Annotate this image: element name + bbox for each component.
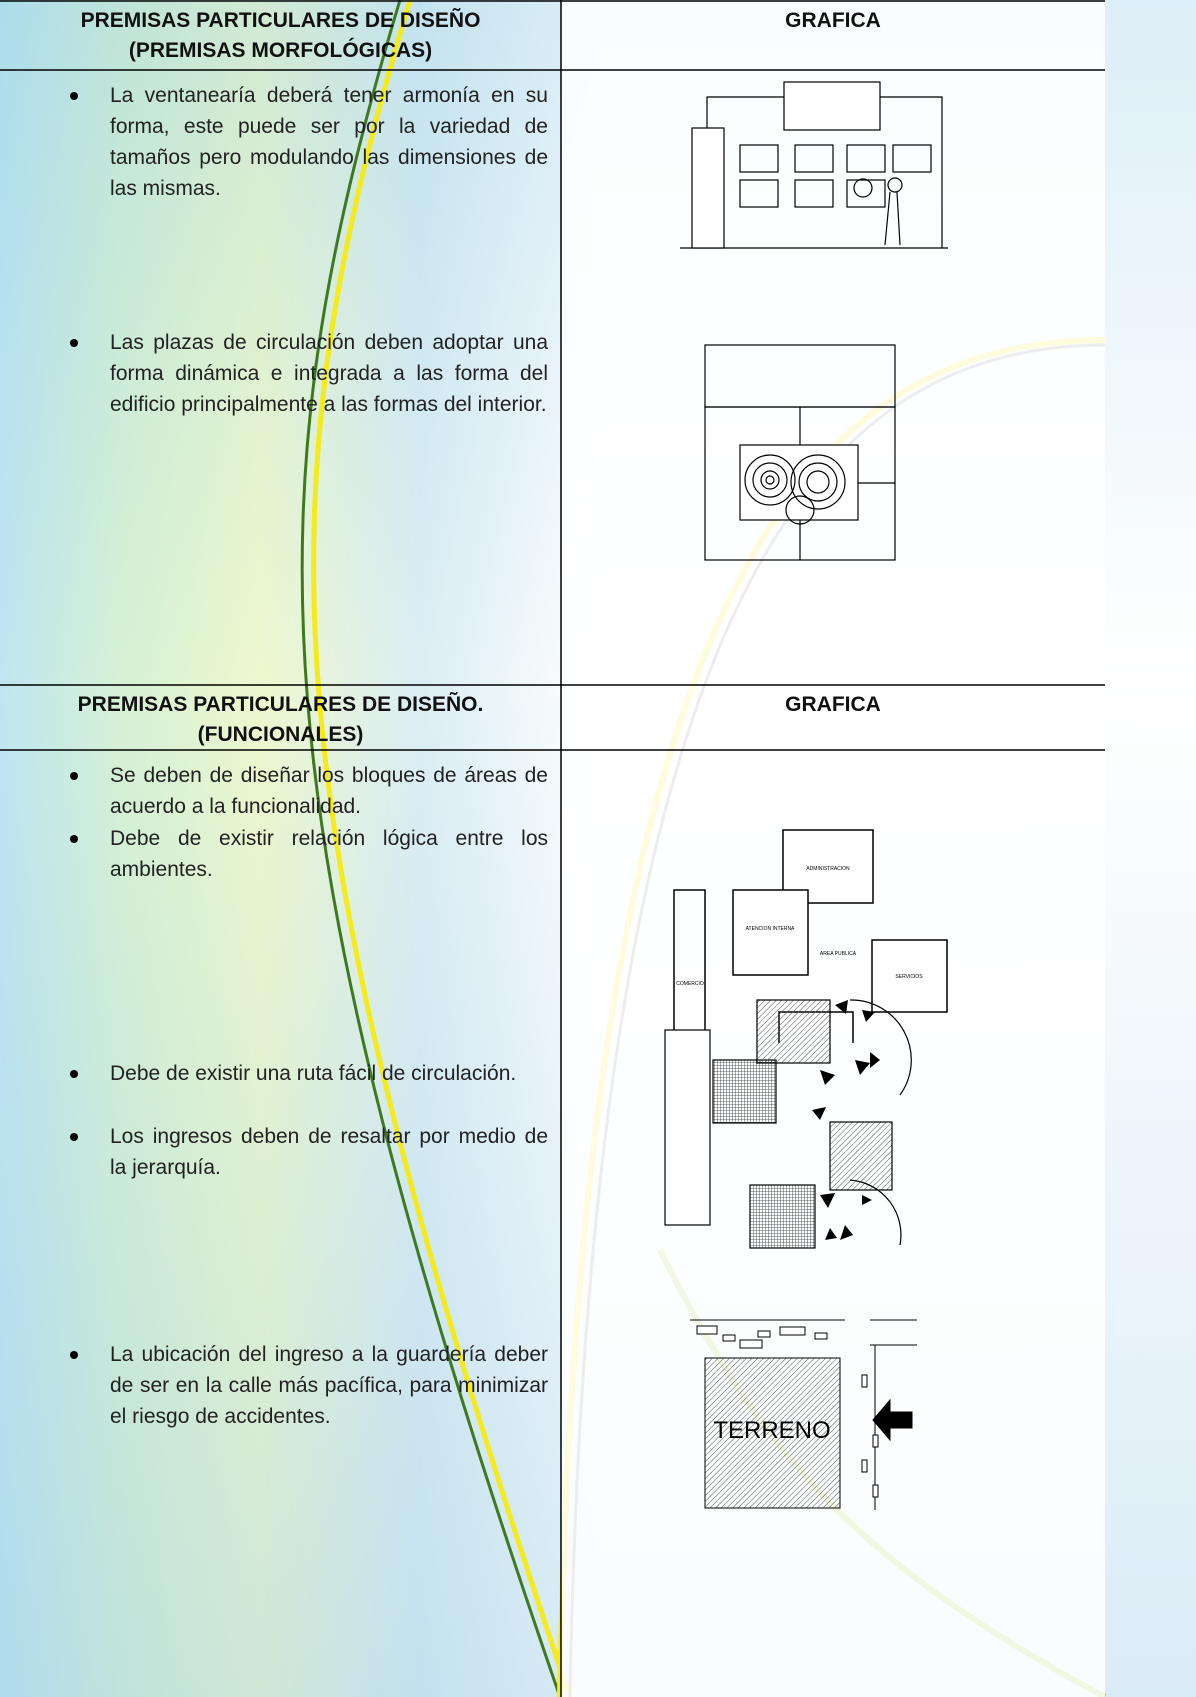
section-header: PREMISAS PARTICULARES DE DISEÑO (PREMISA…	[0, 6, 561, 66]
block-label: ATENCION INTERNA	[746, 926, 795, 932]
site-drawing	[690, 1319, 917, 1510]
section-header: PREMISAS PARTICULARES DE DISEÑO. (FUNCIO…	[0, 690, 561, 750]
facade-drawing	[680, 81, 948, 249]
bullet-item: Las plazas de circulación deben adoptar …	[70, 327, 548, 420]
block-label: COMERCIO	[676, 981, 704, 987]
graphic-header: GRAFICA	[785, 693, 881, 716]
circulation-drawing	[664, 999, 912, 1249]
plaza-drawing	[704, 344, 896, 561]
bullet-item: Los ingresos deben de resaltar por medio…	[70, 1121, 548, 1183]
bullet-item: Se deben de diseñar los bloques de áreas…	[70, 760, 548, 822]
block-labels: ADMINISTRACION ATENCION INTERNA AREA PUB…	[676, 866, 923, 987]
block-label: ADMINISTRACION	[806, 866, 850, 872]
site-label: TERRENO	[713, 1417, 830, 1444]
block-label: SERVICIOS	[895, 974, 923, 980]
graphic-header: GRAFICA	[785, 9, 881, 32]
bullet-item: Debe de existir relación lógica entre lo…	[70, 823, 548, 885]
bullet-item: Debe de existir una ruta fácil de circul…	[70, 1058, 548, 1089]
blocks-drawing	[673, 829, 948, 1043]
header-line: (FUNCIONALES)	[197, 723, 364, 746]
block-label: AREA PUBLICA	[820, 951, 857, 957]
header-line: PREMISAS PARTICULARES DE DISEÑO.	[77, 693, 484, 716]
curve	[311, 0, 573, 1697]
bullet-item: La ventanearía deberá tener armonía en s…	[70, 80, 548, 204]
curve	[300, 0, 562, 1697]
header-line: PREMISAS PARTICULARES DE DISEÑO	[80, 9, 481, 32]
bullet-item: La ubicación del ingreso a la guardería …	[70, 1339, 548, 1432]
header-line: (PREMISAS MORFOLÓGICAS)	[128, 39, 433, 62]
